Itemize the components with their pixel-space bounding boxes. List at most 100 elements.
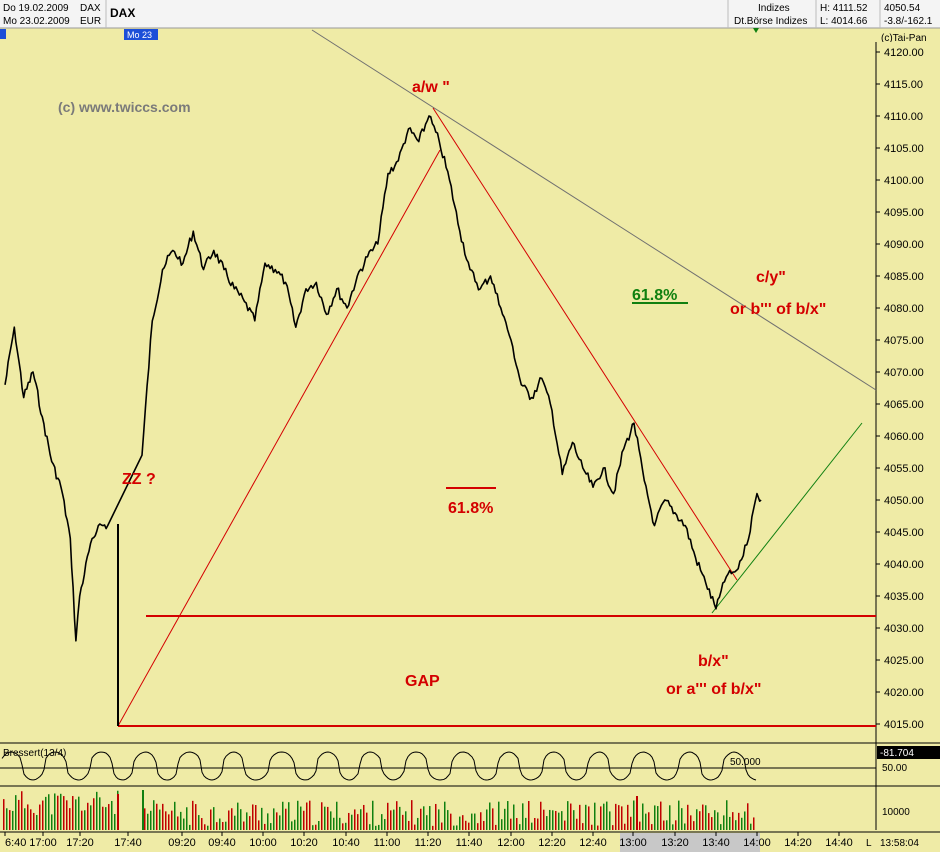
volume-bar bbox=[597, 825, 599, 830]
time-axis-ticks: 6:40 17:00 17:20 17:40 09:20 09:40 10:00 10:20 1… bbox=[4, 832, 853, 849]
volume-bar bbox=[264, 823, 266, 830]
x-tick-label: 14:20 bbox=[784, 837, 812, 849]
y-tick-label: 4065.00 bbox=[884, 399, 924, 411]
volume-bar bbox=[405, 811, 407, 830]
volume-bar bbox=[285, 808, 287, 830]
volume-bar bbox=[246, 812, 248, 830]
x-tick-label: 6:40 bbox=[5, 837, 26, 849]
volume-bar bbox=[588, 806, 590, 830]
y-tick-label: 4045.00 bbox=[884, 527, 924, 539]
x-tick-label: 10:40 bbox=[332, 837, 360, 849]
volume-bar bbox=[243, 821, 245, 830]
volume-bar bbox=[390, 810, 392, 830]
x-tick-label: 14:40 bbox=[825, 837, 853, 849]
volume-bar bbox=[387, 802, 389, 830]
volume-bar bbox=[426, 815, 428, 830]
volume-bar bbox=[102, 806, 104, 830]
volume-bar bbox=[480, 812, 482, 830]
y-tick-label: 4095.00 bbox=[884, 207, 924, 219]
volume-bar bbox=[690, 815, 692, 830]
volume-bar bbox=[639, 821, 641, 830]
volume-bar bbox=[561, 811, 563, 830]
volume-bar bbox=[609, 811, 611, 830]
volume-bar bbox=[678, 800, 680, 830]
volume-bar bbox=[483, 820, 485, 830]
volume-bar bbox=[237, 802, 239, 830]
volume-bar bbox=[519, 824, 521, 830]
red-line-rise bbox=[117, 149, 441, 727]
volume-bar bbox=[522, 803, 524, 830]
volume-bar bbox=[54, 793, 56, 830]
volume-bar bbox=[492, 808, 494, 830]
volume-bar bbox=[735, 820, 737, 830]
volume-bar bbox=[693, 821, 695, 830]
volume-bar bbox=[714, 810, 716, 830]
volume-bar bbox=[741, 817, 743, 830]
volume-bar bbox=[627, 804, 629, 830]
volume-bar bbox=[687, 804, 689, 830]
volume-bar bbox=[222, 822, 224, 830]
gap-label: GAP bbox=[405, 673, 440, 690]
descending-trendline bbox=[311, 29, 877, 391]
volume-bar bbox=[174, 801, 176, 830]
x-tick-label: 17:20 bbox=[66, 837, 94, 849]
volume-bar bbox=[636, 796, 638, 830]
volume-bar bbox=[393, 809, 395, 830]
volume-bar bbox=[543, 809, 545, 830]
oscillator-label: Bressert(13/4) bbox=[3, 748, 66, 759]
clock-label: 13:58:04 bbox=[880, 838, 919, 849]
volume-bar bbox=[462, 815, 464, 830]
volume-bar bbox=[327, 806, 329, 830]
volume-bar bbox=[159, 809, 161, 830]
volume-bar bbox=[504, 808, 506, 830]
volume-bar bbox=[696, 809, 698, 830]
volume-bar bbox=[660, 801, 662, 830]
volume-bar bbox=[150, 810, 152, 830]
x-tick-label: 10:20 bbox=[290, 837, 318, 849]
volume-bar bbox=[546, 816, 548, 830]
green-channel-line bbox=[711, 422, 863, 614]
volume-bar bbox=[471, 813, 473, 830]
volume-bar bbox=[375, 825, 377, 830]
volume-bar bbox=[90, 805, 92, 830]
volume-bar bbox=[411, 800, 413, 830]
y-tick-label: 4090.00 bbox=[884, 239, 924, 251]
volume-bar bbox=[708, 813, 710, 830]
y-tick-label: 4050.00 bbox=[884, 495, 924, 507]
oscillator-panel: Bressert(13/4) -81.704 50.000 50.00 bbox=[0, 742, 940, 781]
volume-bar bbox=[360, 809, 362, 830]
volume-bar bbox=[333, 817, 335, 830]
volume-bar bbox=[399, 806, 401, 830]
volume-bar bbox=[192, 800, 194, 830]
volume-bar bbox=[225, 821, 227, 830]
volume-bar bbox=[612, 825, 614, 830]
y-tick-label: 4040.00 bbox=[884, 559, 924, 571]
volume-bar bbox=[489, 802, 491, 830]
volume-bar bbox=[234, 815, 236, 830]
volume-bar bbox=[615, 803, 617, 830]
volume-bar bbox=[726, 800, 728, 830]
header-last: 4050.54 bbox=[884, 3, 921, 14]
volume-bar bbox=[438, 809, 440, 830]
red-line-decline bbox=[432, 107, 738, 581]
time-axis-highlight bbox=[620, 833, 760, 852]
volume-bar bbox=[630, 816, 632, 830]
volume-bar bbox=[513, 804, 515, 830]
volume-bar bbox=[12, 810, 14, 830]
volume-bar bbox=[270, 823, 272, 830]
header-currency: EUR bbox=[80, 16, 101, 27]
volume-bar bbox=[501, 819, 503, 830]
date-marker-row: Mo 23 (c)Tai-Pan bbox=[0, 28, 927, 44]
volume-bar bbox=[168, 814, 170, 830]
volume-bar bbox=[465, 820, 467, 830]
volume-bar bbox=[39, 804, 41, 830]
volume-bar bbox=[402, 814, 404, 830]
header-date-prev: Do 19.02.2009 bbox=[3, 3, 69, 14]
fib-label-1: 61.8% bbox=[448, 500, 493, 517]
volume-bar bbox=[753, 817, 755, 830]
oscillator-level-label: 50.000 bbox=[730, 757, 761, 768]
y-tick-label: 4120.00 bbox=[884, 47, 924, 59]
volume-bar bbox=[366, 812, 368, 830]
volume-bar bbox=[357, 814, 359, 830]
volume-bar bbox=[108, 804, 110, 830]
